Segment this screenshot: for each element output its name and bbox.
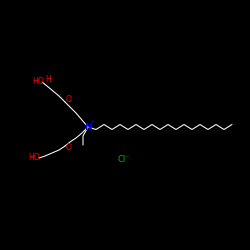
Text: O: O <box>66 144 72 152</box>
Text: +: + <box>89 119 95 125</box>
Text: HO: HO <box>28 154 40 162</box>
Text: HO: HO <box>32 76 44 86</box>
Text: O: O <box>66 96 72 104</box>
Text: N: N <box>84 122 92 132</box>
Text: Cl: Cl <box>118 156 126 164</box>
Text: ⁻: ⁻ <box>125 154 129 162</box>
Text: H: H <box>45 74 51 84</box>
